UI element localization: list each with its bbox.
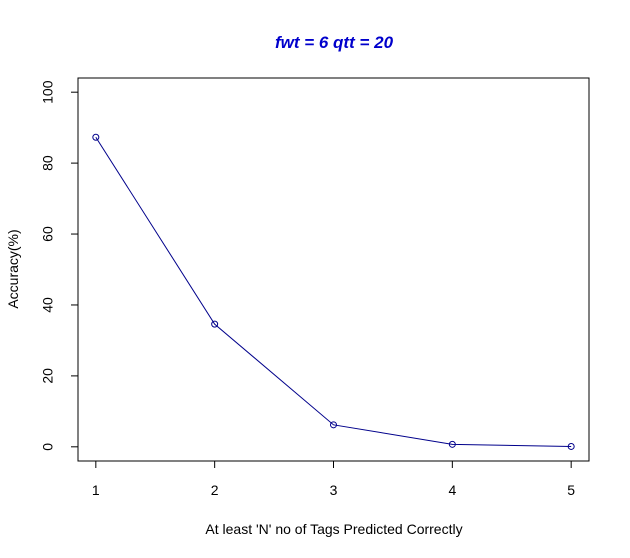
data-point: [567, 442, 575, 450]
x-tick-label: 3: [330, 482, 338, 498]
x-tick-label: 5: [567, 482, 575, 498]
x-tick-label: 2: [211, 482, 219, 498]
y-tick-label: 100: [40, 80, 56, 104]
series-line: [95, 136, 572, 447]
y-axis-label: Accuracy(%): [5, 229, 21, 308]
plot-frame: [77, 77, 590, 462]
y-tick-label: 40: [40, 297, 56, 313]
y-tick-label: 60: [40, 226, 56, 242]
x-tick-label: 1: [92, 482, 100, 498]
x-axis: 1 2 3 4 5: [92, 460, 575, 498]
y-tick-label: 20: [40, 368, 56, 384]
data-point: [92, 133, 100, 141]
y-axis: 0 20 40 60 80 100: [40, 80, 79, 451]
series-group: [92, 133, 575, 450]
data-point: [448, 440, 456, 448]
data-point: [211, 320, 219, 328]
data-point: [330, 421, 337, 429]
chart-title: fwt = 6 qtt = 20: [275, 33, 394, 52]
y-tick-label: 0: [40, 443, 56, 451]
y-tick-label: 80: [40, 155, 56, 171]
x-tick-label: 4: [448, 482, 456, 498]
x-axis-label: At least 'N' no of Tags Predicted Correc…: [205, 521, 462, 537]
